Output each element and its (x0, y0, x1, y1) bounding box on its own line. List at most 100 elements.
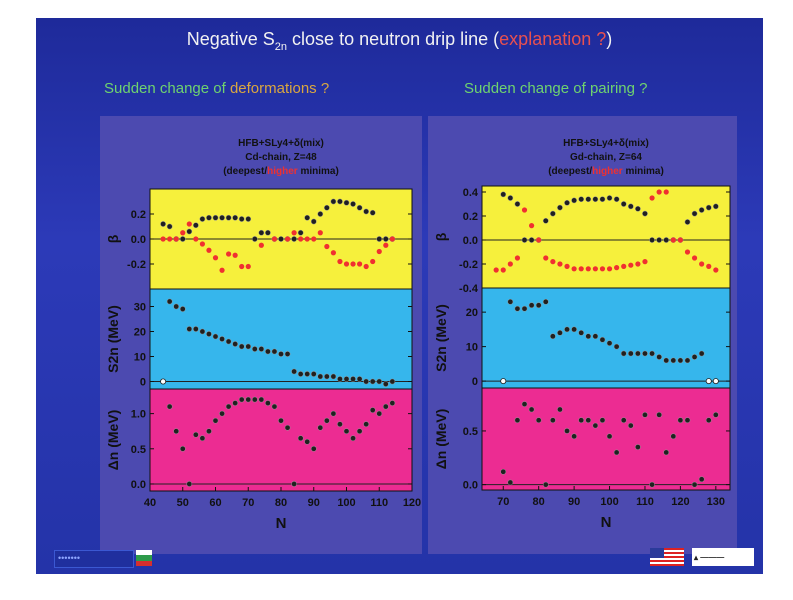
minima-note: (deepest/higher minima) (548, 166, 664, 177)
data-point-deepest (389, 400, 396, 406)
data-point-deepest (684, 417, 691, 424)
data-point-higher (343, 261, 350, 267)
data-point-deepest (649, 481, 655, 488)
y-tick-label: 0.2 (131, 209, 146, 221)
data-point-deepest (535, 302, 542, 309)
chart-title-line-1: HFB+SLy4+δ(mix) (238, 138, 324, 149)
data-point-deepest (258, 346, 265, 352)
data-point-deepest (557, 406, 563, 413)
data-point-deepest (564, 428, 570, 434)
data-point-deepest (620, 417, 627, 424)
title-subscript: 2n (274, 41, 288, 53)
data-point-deepest (225, 214, 232, 221)
data-point-deepest (219, 410, 225, 417)
x-tick-label: 130 (707, 496, 725, 508)
x-tick-label: 110 (370, 497, 388, 509)
data-point-deepest (507, 298, 514, 305)
data-point-deepest (635, 205, 641, 212)
data-point-higher (670, 237, 676, 243)
data-point-higher (219, 267, 225, 273)
data-point-deepest (585, 196, 592, 203)
data-point-deepest (712, 203, 719, 210)
ut-battelle-logo: ▴ ——— (692, 548, 754, 566)
data-point-higher (239, 263, 245, 270)
data-point-deepest (649, 350, 655, 357)
data-point-deepest (166, 223, 173, 230)
data-point-higher (173, 236, 179, 242)
data-point-higher (370, 258, 376, 265)
data-point-deepest (363, 378, 369, 385)
y-tick-label: 0 (140, 377, 146, 389)
data-point-deepest (698, 207, 705, 213)
data-point-deepest (337, 421, 343, 428)
data-point-open (500, 378, 507, 385)
data-point-deepest (245, 396, 252, 403)
data-point-deepest (649, 237, 655, 243)
data-point-deepest (542, 217, 549, 224)
data-point-deepest (363, 208, 369, 215)
data-point-higher (167, 236, 173, 242)
x-axis-label: N (601, 514, 612, 531)
cd-chain-figure: HFB+SLy4+δ(mix) Cd-chain, Z=48 (deepest/hi… (100, 116, 422, 554)
data-point-higher (337, 258, 343, 265)
data-point-deepest (571, 326, 577, 333)
data-point-deepest (317, 373, 324, 380)
data-point-deepest (350, 435, 356, 442)
data-point-deepest (599, 336, 606, 343)
subplot-background-1 (481, 185, 731, 289)
y-tick-label: 0.5 (131, 444, 146, 456)
data-point-deepest (542, 481, 549, 488)
data-point-deepest (684, 357, 691, 364)
institute-logo: ••••••• (54, 550, 134, 568)
data-point-deepest (376, 236, 383, 242)
data-point-deepest (251, 396, 258, 403)
data-point-open (705, 378, 712, 385)
data-point-deepest (245, 216, 252, 222)
data-point-deepest (521, 305, 528, 312)
data-point-deepest (337, 198, 343, 205)
data-point-higher (550, 259, 556, 265)
y-tick-label: 1.0 (131, 409, 146, 421)
data-point-deepest (677, 417, 684, 424)
data-point-deepest (238, 216, 245, 222)
x-tick-label: 120 (403, 497, 421, 509)
data-point-deepest (297, 229, 304, 236)
data-point-deepest (550, 417, 556, 424)
data-point-deepest (613, 449, 620, 456)
data-point-deepest (571, 197, 577, 204)
data-point-deepest (677, 357, 684, 364)
data-point-deepest (225, 403, 232, 410)
x-tick-label: 100 (600, 496, 618, 508)
data-point-deepest (507, 479, 514, 486)
data-point-higher (376, 248, 382, 255)
data-point-higher (543, 255, 549, 261)
data-point-deepest (642, 411, 648, 418)
y-tick-label: 0.0 (463, 235, 478, 247)
left-heading: Sudden change of deformations ? (104, 80, 329, 97)
data-point-higher (298, 236, 304, 242)
institute-logo-mark: ••••••• (58, 553, 81, 563)
data-point-deepest (324, 417, 330, 424)
data-point-higher (677, 237, 683, 243)
data-point-deepest (219, 214, 225, 221)
left-heading-prefix: Sudden change of (104, 80, 230, 97)
data-point-deepest (291, 236, 297, 242)
data-point-higher (383, 242, 389, 248)
y-tick-label: 0.0 (131, 234, 146, 246)
data-point-deepest (564, 326, 570, 333)
data-point-higher (642, 259, 648, 265)
data-point-deepest (337, 376, 343, 382)
title-middle: close to neutron drip line ( (287, 29, 500, 49)
data-point-deepest (206, 214, 212, 221)
data-point-deepest (297, 371, 304, 377)
data-point-deepest (382, 403, 389, 410)
data-point-deepest (324, 204, 330, 211)
data-point-higher (493, 267, 499, 273)
data-point-deepest (376, 410, 383, 417)
slide: Negative S2n close to neutron drip line … (36, 18, 763, 574)
data-point-deepest (212, 214, 219, 221)
data-point-deepest (212, 417, 219, 424)
data-point-higher (304, 236, 310, 242)
x-tick-label: 90 (308, 497, 320, 509)
data-point-deepest (627, 422, 634, 429)
